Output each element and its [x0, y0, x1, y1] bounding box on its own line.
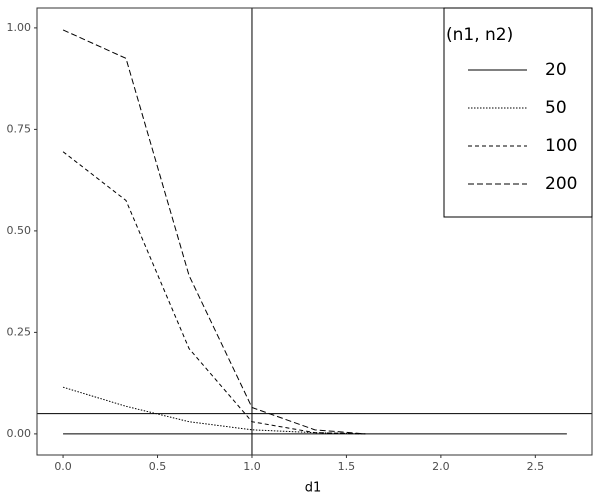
- x-tick-label: 2.5: [527, 460, 545, 473]
- legend-title: (n1, n2): [446, 25, 513, 45]
- y-tick-label: 0.75: [7, 122, 32, 135]
- x-tick-label: 1.0: [243, 460, 261, 473]
- y-tick-label: 0.00: [7, 427, 32, 440]
- y-tick-label: 1.00: [7, 21, 32, 34]
- series-line: [62, 151, 366, 435]
- x-tick-label: 2.0: [432, 460, 450, 473]
- y-tick-label: 0.25: [7, 325, 32, 338]
- legend-box: [443, 7, 593, 218]
- legend-label: 50: [545, 98, 567, 118]
- legend-label: 20: [545, 60, 567, 80]
- x-tick-label: 0.0: [54, 460, 72, 473]
- series-line: [62, 29, 366, 435]
- legend-label: 200: [545, 174, 577, 194]
- x-tick-label: 0.5: [149, 460, 167, 473]
- y-tick-label: 0.50: [7, 224, 32, 237]
- x-axis-label: d1: [305, 481, 322, 496]
- legend-label: 100: [545, 136, 577, 156]
- series-line: [62, 386, 366, 435]
- plot-border: [36, 7, 593, 456]
- x-tick-label: 1.5: [338, 460, 356, 473]
